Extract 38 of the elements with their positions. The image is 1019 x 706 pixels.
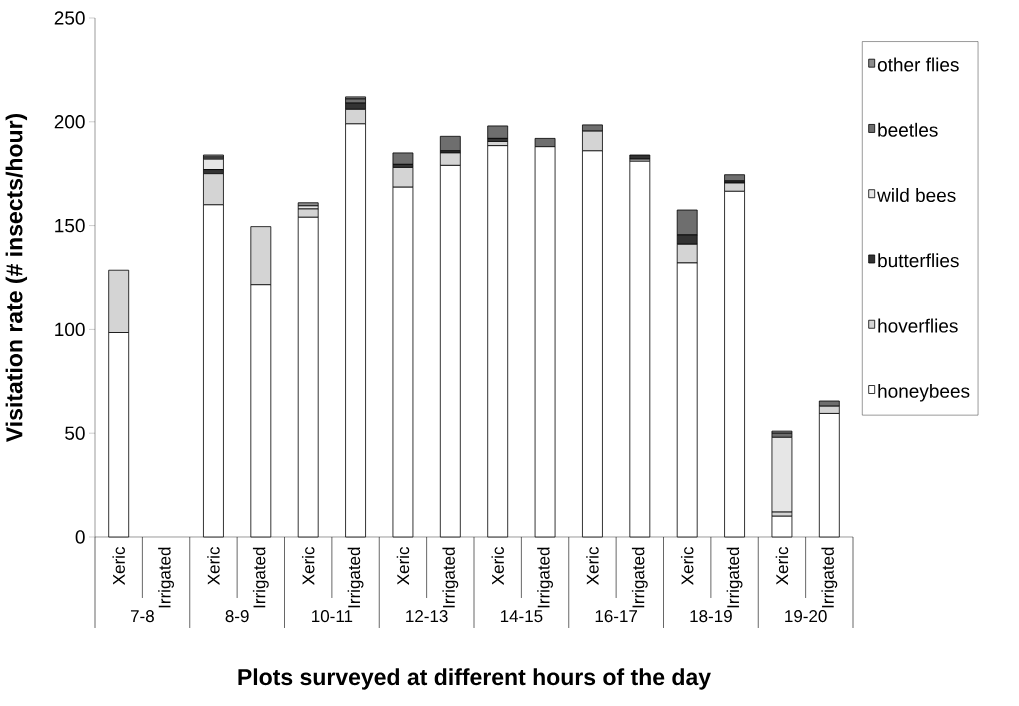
y-axis-title: Visitation rate (# insects/hour)	[5, 113, 28, 442]
x-tick-label: Xeric	[586, 546, 599, 585]
text: 19-20	[785, 610, 827, 623]
x-tick-label: Xeric	[491, 546, 504, 585]
text: 7-8	[130, 610, 154, 623]
y-tick-label: 0	[75, 530, 85, 544]
x-tick-label: Irrigated	[537, 547, 553, 608]
x-tick-label: Irrigated	[726, 547, 743, 608]
x-tick-label: Irrigated	[821, 547, 838, 608]
text: 18-19	[690, 610, 732, 623]
x-tick-label: Xeric	[301, 546, 315, 585]
text: 14-15	[500, 610, 543, 623]
y-tick-label: 200	[54, 115, 85, 129]
legend-label: beetles	[878, 122, 938, 137]
y-tick-label: 50	[65, 426, 85, 440]
x-tick-label: Irrigated	[347, 547, 364, 608]
legend-label: other flies	[877, 57, 959, 72]
x-axis-title: Plots surveyed at different hours of the day	[238, 668, 711, 690]
text: 10-11	[312, 610, 353, 623]
x-tick-label: Xeric	[396, 546, 410, 585]
text: 12-13	[406, 610, 448, 623]
x-tick-label: Irrigated	[158, 547, 174, 608]
x-tick-label: Xeric	[775, 546, 789, 585]
y-tick-label: 100	[55, 322, 85, 337]
legend-label: honeybees	[878, 383, 970, 402]
x-tick-label: Irrigated	[442, 547, 459, 608]
y-tick-label: 150	[55, 218, 85, 233]
legend-label: wild bees	[877, 188, 956, 203]
x-tick-label: Irrigated	[252, 547, 269, 608]
x-tick-label: Xeric	[207, 546, 220, 585]
legend-label: hoverflies	[878, 318, 958, 333]
text: 8-9	[225, 610, 249, 623]
x-tick-label: Xeric	[112, 546, 125, 585]
legend-label: butterflies	[878, 253, 959, 268]
text: 16-17	[595, 610, 637, 623]
y-tick-label: 250	[54, 11, 85, 25]
x-tick-label: Xeric	[680, 546, 694, 585]
x-tick-label: Irrigated	[631, 547, 648, 608]
